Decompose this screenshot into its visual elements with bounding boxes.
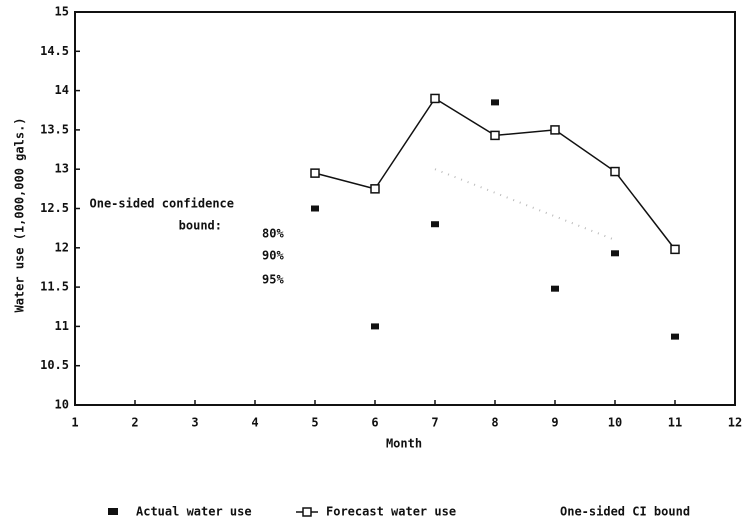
annotation: bound: xyxy=(179,219,222,233)
data-point xyxy=(551,285,559,292)
data-point xyxy=(311,205,319,212)
x-tick-label: 8 xyxy=(491,416,498,430)
data-point xyxy=(370,184,380,194)
data-point xyxy=(671,333,679,340)
y-tick-label: 11.5 xyxy=(40,280,69,294)
x-tick-label: 7 xyxy=(431,416,438,430)
series-line xyxy=(314,97,676,250)
y-tick-label: 12 xyxy=(55,240,69,254)
x-tick-label: 4 xyxy=(251,416,258,430)
x-tick-label: 6 xyxy=(371,416,378,430)
data-point xyxy=(670,244,680,255)
y-tick-label: 10 xyxy=(55,398,69,412)
y-tick-label: 13 xyxy=(55,162,69,176)
annotation: 90% xyxy=(262,249,284,263)
y-tick-label: 10.5 xyxy=(40,358,69,372)
x-tick-label: 12 xyxy=(728,416,742,430)
series-line xyxy=(434,168,616,241)
x-tick-label: 3 xyxy=(191,416,198,430)
y-tick-label: 11 xyxy=(55,319,69,333)
y-tick-label: 14.5 xyxy=(40,44,69,58)
x-tick-label: 11 xyxy=(668,416,682,430)
legend-swatch xyxy=(108,508,118,515)
annotation: One-sided confidence xyxy=(90,197,235,211)
legend-label: Actual water use xyxy=(136,505,252,519)
y-tick-label: 12.5 xyxy=(40,201,69,215)
data-point xyxy=(431,221,439,228)
annotation: 80% xyxy=(262,227,284,241)
data-point xyxy=(550,125,560,135)
data-point xyxy=(490,130,500,141)
x-tick-label: 1 xyxy=(71,416,78,430)
legend-label: One-sided CI bound xyxy=(560,505,690,519)
y-axis-label: Water use (1,000,000 gals.) xyxy=(13,117,27,312)
data-point xyxy=(610,166,620,177)
legend-swatch xyxy=(302,507,312,517)
y-tick-label: 15 xyxy=(55,5,69,19)
data-point xyxy=(611,250,619,257)
data-point xyxy=(371,323,379,330)
x-axis-label: Month xyxy=(386,437,422,451)
x-tick-label: 10 xyxy=(608,416,622,430)
legend-label: Forecast water use xyxy=(326,505,456,519)
data-point xyxy=(491,99,499,106)
x-tick-label: 5 xyxy=(311,416,318,430)
annotation: 95% xyxy=(262,273,284,287)
y-tick-label: 13.5 xyxy=(40,122,69,136)
y-tick-label: 14 xyxy=(55,83,69,97)
data-point xyxy=(430,93,440,104)
x-tick-label: 2 xyxy=(131,416,138,430)
x-tick-label: 9 xyxy=(551,416,558,430)
data-point xyxy=(310,168,320,178)
